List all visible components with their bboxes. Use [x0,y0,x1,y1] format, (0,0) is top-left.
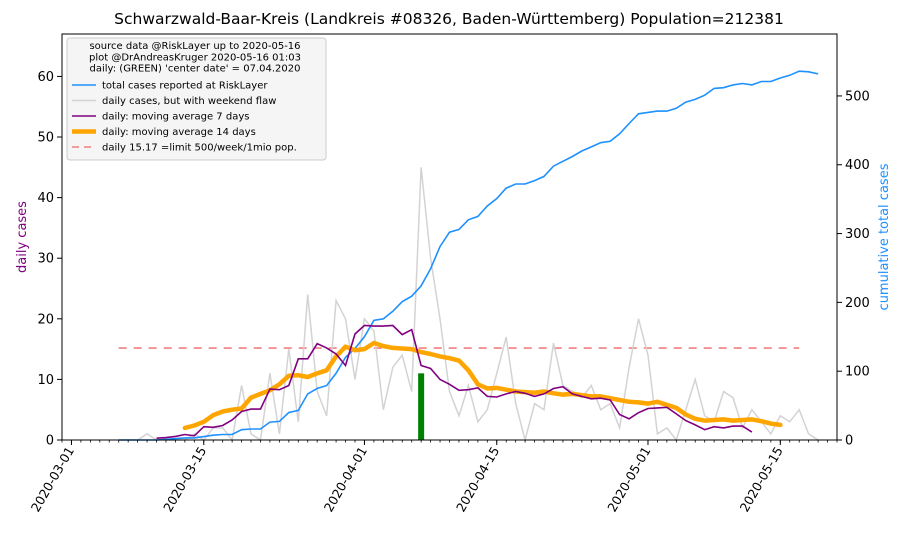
y-tick-label-left: 30 [37,252,54,267]
y-tick-label-left: 10 [37,373,54,388]
y-axis-label-right: cumulative total cases [877,163,892,310]
y-tick-label-right: 500 [845,89,870,104]
legend-entry-label: daily: moving average 7 days [102,112,249,123]
y-tick-label-right: 0 [845,434,853,449]
legend: source data @RiskLayer up to 2020-05-16p… [66,37,327,161]
y-tick-label-left: 0 [46,434,54,449]
y-tick-label-right: 200 [845,296,870,311]
center-date-bar [418,373,425,440]
legend-entry-label: total cases reported at RiskLayer [102,81,268,92]
y-tick-label-left: 40 [37,191,54,206]
y-tick-label-left: 60 [37,70,54,85]
y-axis-label-left: daily cases [15,201,30,273]
x-tick-label: 2020-05-01 [604,444,653,514]
y-tick-label-right: 400 [845,158,870,173]
series-ma7 [156,324,753,439]
x-tick-label: 2020-03-15 [160,444,209,514]
legend-entry-label: daily cases, but with weekend flaw [102,96,276,107]
y-tick-label-right: 100 [845,365,870,380]
series-total-cases [118,70,819,441]
y-tick-label-left: 20 [37,312,54,327]
legend-box [66,37,327,161]
chart-title: Schwarzwald-Baar-Kreis (Landkreis #08326… [114,10,784,28]
x-tick-label: 2020-04-01 [321,444,370,514]
y-tick-label-left: 50 [37,131,54,146]
legend-header-line: plot @DrAndreasKruger 2020-05-16 01:03 [89,52,301,63]
x-tick-label: 2020-04-15 [453,444,502,514]
x-tick-label: 2020-05-15 [737,444,786,514]
y-tick-label-right: 300 [845,227,870,242]
x-tick-label: 2020-03-01 [28,444,77,514]
series-ma14 [182,340,783,431]
series-daily-cases [118,167,819,443]
legend-header-line: source data @RiskLayer up to 2020-05-16 [89,41,300,52]
legend-header-line: daily: (GREEN) 'center date' = 07.04.202… [90,64,301,75]
legend-entry-label: daily 15.17 =limit 500/week/1mio pop. [102,143,297,154]
legend-entry-label: daily: moving average 14 days [102,127,256,138]
